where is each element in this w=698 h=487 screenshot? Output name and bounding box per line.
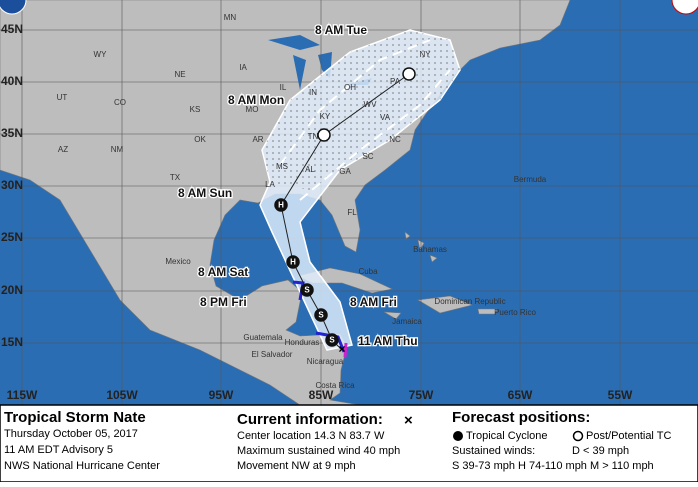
region-label: WV (364, 100, 378, 109)
region-label: OK (194, 135, 206, 144)
region-label: KS (190, 105, 201, 114)
forecast-point (325, 333, 339, 347)
region-label: Bahamas (413, 245, 447, 254)
region-label: NM (111, 145, 124, 154)
latitude-label: 15N (1, 335, 23, 349)
latitude-label: 30N (1, 178, 23, 192)
region-label: Mexico (165, 257, 191, 266)
forecast-time: 8 AM Tue (315, 23, 367, 37)
current-line: Maximum sustained wind 40 mph (237, 445, 400, 457)
forecast-time: 8 PM Fri (200, 295, 247, 309)
storm-name: Tropical Storm Nate (4, 409, 146, 426)
forecast-symbol: D (406, 70, 412, 79)
region-label: Dominican Republic (434, 297, 505, 306)
region-label: IN (309, 88, 317, 97)
forecast-point (274, 198, 288, 212)
region-label: LA (265, 180, 275, 189)
date: Thursday October 05, 2017 (4, 428, 138, 440)
latitude-label: 20N (1, 283, 23, 297)
region-label: Cuba (358, 267, 378, 276)
longitude-label: 75W (409, 388, 434, 402)
region-label: Jamaica (392, 317, 422, 326)
forecast-point (317, 128, 331, 142)
forecast-symbol: S (329, 336, 335, 345)
region-label: MN (224, 13, 237, 22)
region-label: AZ (58, 145, 68, 154)
current-heading: Current information: (237, 411, 383, 428)
current-line: Movement NW at 9 mph (237, 460, 356, 472)
region-label: NC (389, 135, 401, 144)
depression-range: D < 39 mph (572, 445, 629, 457)
region-label: OH (344, 83, 356, 92)
office: NWS National Hurricane Center (4, 460, 160, 472)
forecast-symbol: D (321, 131, 327, 140)
current-marker: × (404, 412, 413, 429)
region-label: CO (114, 98, 126, 107)
forecast-point (314, 308, 328, 322)
region-label: WY (94, 50, 108, 59)
current-position: × (338, 342, 345, 356)
region-label: FL (347, 208, 357, 217)
post-label: Post/Potential TC (586, 430, 671, 442)
region-label: IL (280, 83, 287, 92)
forecast-symbol: H (290, 258, 296, 267)
forecast-time: 8 AM Mon (228, 93, 284, 107)
post-symbol (572, 430, 584, 442)
nws-logo (671, 0, 698, 15)
region-label: Costa Rica (315, 381, 355, 390)
forecast-point (300, 283, 314, 297)
region-label: Honduras (285, 338, 320, 347)
wind-categories: S 39-73 mph H 74-110 mph M > 110 mph (452, 460, 654, 472)
latitude-label: 45N (1, 22, 23, 36)
latitude-label: 35N (1, 126, 23, 140)
forecast-time: 11 AM Thu (358, 334, 418, 348)
region-label: MS (276, 162, 288, 171)
region-label: AR (252, 135, 263, 144)
forecast-time: 8 AM Sat (198, 265, 248, 279)
longitude-label: 85W (309, 388, 334, 402)
region-label: SC (362, 152, 373, 161)
region-label: El Salvador (252, 350, 293, 359)
region-label: NE (174, 70, 185, 79)
region-label: KY (320, 112, 331, 121)
latitude-label: 40N (1, 74, 23, 88)
forecast-symbol: H (278, 201, 284, 210)
region-label: Nicaragua (307, 357, 344, 366)
region-label: TN (308, 132, 319, 141)
forecast-point (402, 67, 416, 81)
region-label: AL (305, 165, 315, 174)
forecast-time: 8 AM Sun (178, 186, 232, 200)
latitude-label: 25N (1, 230, 23, 244)
forecast-point (286, 255, 300, 269)
longitude-label: 65W (508, 388, 533, 402)
longitude-label: 115W (7, 388, 38, 402)
region-label: GA (339, 167, 351, 176)
longitude-label: 105W (106, 388, 138, 402)
noaa-logo (0, 0, 27, 15)
longitude-label: 55W (608, 388, 633, 402)
region-label: UT (57, 93, 68, 102)
winds-heading: Sustained winds: (452, 445, 535, 457)
region-label: Guatemala (243, 333, 283, 342)
region-label: TX (170, 173, 181, 182)
forecast-heading: Forecast positions: (452, 409, 590, 426)
tc-symbol (453, 431, 463, 441)
region-label: MO (246, 105, 259, 114)
forecast-time: 8 AM Fri (350, 295, 397, 309)
region-label: Puerto Rico (494, 308, 536, 317)
longitude-label: 95W (209, 388, 234, 402)
region-label: VA (380, 113, 391, 122)
region-label: PA (390, 77, 401, 86)
advisory: 11 AM EDT Advisory 5 (4, 444, 113, 456)
forecast-symbol: S (304, 286, 310, 295)
forecast-symbol: S (318, 311, 324, 320)
region-label: IA (239, 63, 247, 72)
tc-label: Tropical Cyclone (466, 430, 548, 442)
region-label: Bermuda (514, 175, 547, 184)
region-label: NY (419, 50, 431, 59)
current-line: Center location 14.3 N 83.7 W (237, 430, 385, 442)
